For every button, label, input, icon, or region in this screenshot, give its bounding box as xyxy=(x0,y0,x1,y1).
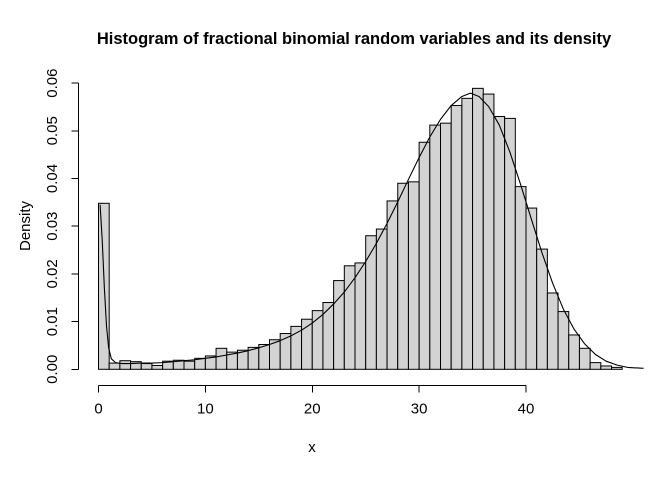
histogram-bar xyxy=(151,364,164,370)
histogram-bar xyxy=(514,186,527,370)
histogram-bar xyxy=(493,115,506,370)
y-axis-tick-label: 0.00 xyxy=(44,355,61,384)
histogram-bar xyxy=(407,181,420,370)
y-axis-tick-label: 0.02 xyxy=(44,259,61,288)
histogram-bar xyxy=(183,360,196,370)
histogram-bar xyxy=(504,117,516,370)
histogram-bar xyxy=(108,362,121,370)
histogram-bar xyxy=(557,311,570,370)
histogram-bar xyxy=(568,334,580,370)
histogram-bar xyxy=(119,360,132,370)
x-axis: 0 10 20 30 40 xyxy=(94,384,535,417)
x-axis-tick-label: 30 xyxy=(411,400,428,417)
y-axis-tick-label: 0.05 xyxy=(44,116,61,145)
histogram-bar xyxy=(536,248,548,370)
histogram-bar xyxy=(546,292,559,370)
y-axis-tick-label: 0.04 xyxy=(44,164,61,193)
histogram-bar xyxy=(343,265,356,370)
histogram-bar xyxy=(589,362,602,370)
histogram-bar xyxy=(418,141,431,370)
histogram-bar xyxy=(600,365,612,370)
histogram-bar xyxy=(440,122,452,370)
histogram-bar xyxy=(365,235,377,370)
histogram-bar xyxy=(578,347,591,370)
histogram-bar xyxy=(611,366,623,370)
histogram-bar xyxy=(375,228,388,370)
y-axis-label: Density xyxy=(17,200,34,251)
histogram-bar xyxy=(258,344,270,370)
histogram-bar xyxy=(140,363,153,370)
x-axis-tick-label: 0 xyxy=(94,400,102,417)
histogram-bar xyxy=(472,87,484,370)
y-axis: 0.00 0.01 0.02 0.03 0.04 0.05 0.06 xyxy=(44,68,79,384)
histogram-bar xyxy=(450,105,463,370)
histogram-bar xyxy=(482,93,495,370)
histogram-bars xyxy=(98,87,623,370)
histogram-bar xyxy=(429,124,441,370)
histogram-bar xyxy=(215,347,228,370)
density-curve xyxy=(99,92,644,369)
y-axis-tick-label: 0.06 xyxy=(44,68,61,97)
histogram-bar xyxy=(386,200,399,370)
x-axis-tick-label: 20 xyxy=(304,400,321,417)
histogram-bar xyxy=(397,182,409,370)
y-axis-tick-label: 0.01 xyxy=(44,307,61,336)
histogram-bar xyxy=(461,97,474,370)
plot-title: Histogram of fractional binomial random … xyxy=(97,30,612,48)
x-axis-tick-label: 40 xyxy=(518,400,535,417)
y-axis-tick-label: 0.03 xyxy=(44,212,61,241)
x-axis-label: x xyxy=(308,439,316,456)
histogram-bar xyxy=(354,262,367,370)
x-axis-tick-label: 10 xyxy=(197,400,214,417)
